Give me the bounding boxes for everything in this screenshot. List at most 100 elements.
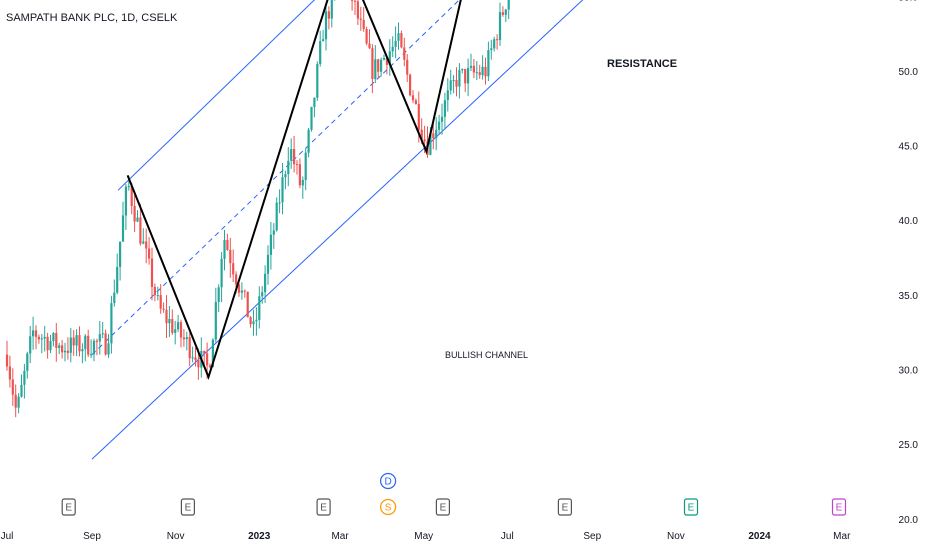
event-marker-box	[557, 498, 573, 516]
candle-body	[417, 104, 420, 130]
candle-body	[179, 322, 183, 338]
candle-body	[397, 33, 400, 41]
x-tick-label: Jul	[1, 531, 14, 542]
candle-body	[145, 241, 148, 249]
event-marker-circle	[380, 472, 397, 490]
y-tick-label: 30.0	[899, 366, 919, 377]
candle-body	[8, 366, 11, 380]
candle-body	[121, 215, 125, 242]
candle-body	[34, 330, 38, 337]
candle-body	[374, 59, 377, 80]
candle-body	[284, 174, 287, 178]
candle-body	[394, 40, 397, 47]
candle-body	[362, 19, 365, 29]
event-marker-label: S	[385, 503, 392, 514]
candle-body	[435, 129, 438, 139]
candle-body	[327, 11, 330, 19]
candle-body	[203, 350, 206, 354]
candle-body	[168, 319, 171, 324]
candle-body	[322, 39, 325, 42]
event-marker-label: E	[440, 503, 447, 514]
candle-body	[217, 287, 220, 302]
candle-body	[17, 396, 20, 408]
candle-body	[467, 67, 470, 84]
candle-body	[72, 337, 75, 346]
candle-body	[429, 133, 432, 155]
candle-body	[119, 241, 122, 267]
candle-body	[107, 343, 110, 355]
candle-body	[301, 180, 304, 186]
candle-body	[110, 303, 113, 344]
x-tick-label: Mar	[833, 531, 851, 542]
zigzag-trend	[126, 0, 462, 380]
candle-body	[226, 240, 229, 250]
candle-body	[452, 80, 455, 81]
candle-body	[37, 336, 40, 340]
candle-body	[188, 337, 191, 359]
candle-body	[136, 217, 139, 222]
candle-body	[304, 152, 307, 180]
candle-body	[84, 335, 87, 350]
candle-body	[148, 248, 151, 259]
candle-body	[243, 290, 246, 292]
candle-body	[391, 46, 394, 52]
candle-body	[211, 339, 214, 368]
channel-lower-line	[91, 0, 584, 460]
candle-body	[171, 319, 174, 333]
candle-body	[504, 9, 507, 15]
channel-upper-line	[117, 0, 316, 191]
candle-body	[380, 59, 383, 72]
candle-body	[90, 354, 93, 356]
event-marker-box	[316, 498, 331, 516]
candle-body	[159, 295, 162, 309]
candle-body	[87, 335, 90, 355]
candle-body	[206, 353, 209, 366]
y-tick-label: 20.0	[899, 515, 919, 526]
candle-body	[156, 295, 159, 297]
candle-body	[229, 249, 232, 264]
candle-body	[443, 100, 446, 117]
y-tick-label: 50.0	[899, 67, 919, 78]
candle-body	[194, 357, 197, 361]
x-tick-label: 2023	[248, 531, 271, 542]
candle-body	[69, 337, 72, 353]
candle-body	[92, 340, 96, 355]
candle-body	[353, 0, 357, 2]
candle-body	[272, 230, 275, 235]
candle-body	[220, 258, 223, 288]
candle-body	[61, 345, 64, 353]
x-tick-label: Nov	[667, 531, 685, 542]
candle-body	[310, 106, 313, 130]
candle-body	[458, 70, 461, 87]
candle-body	[290, 149, 293, 161]
event-marker-label: E	[836, 503, 843, 514]
candle-body	[409, 74, 412, 96]
candle-body	[400, 33, 403, 48]
event-marker-box	[683, 498, 699, 516]
candle-body	[20, 384, 23, 397]
event-marker-circle	[380, 498, 397, 516]
candle-body	[133, 205, 136, 222]
y-tick-label: 25.0	[899, 440, 919, 451]
candle-body	[5, 354, 9, 367]
candle-body	[81, 349, 84, 352]
candle-body	[469, 65, 473, 68]
candle-body	[266, 254, 270, 274]
candle-body	[214, 301, 217, 340]
candle-body	[269, 234, 272, 255]
candle-body	[371, 48, 374, 79]
candle-body	[98, 334, 101, 342]
y-axis: 85.080.075.070.065.060.055.050.045.040.0…	[899, 0, 919, 526]
candle-body	[507, 0, 510, 10]
candle-body	[162, 308, 165, 310]
event-marker-box	[180, 498, 195, 516]
candle-body	[464, 69, 467, 84]
event-marker-box	[831, 498, 847, 516]
candle-body	[359, 18, 362, 20]
candle-body	[208, 365, 212, 368]
candle-body	[40, 338, 43, 340]
candle-body	[493, 39, 496, 49]
candle-body	[475, 72, 478, 74]
candle-body	[49, 341, 52, 351]
